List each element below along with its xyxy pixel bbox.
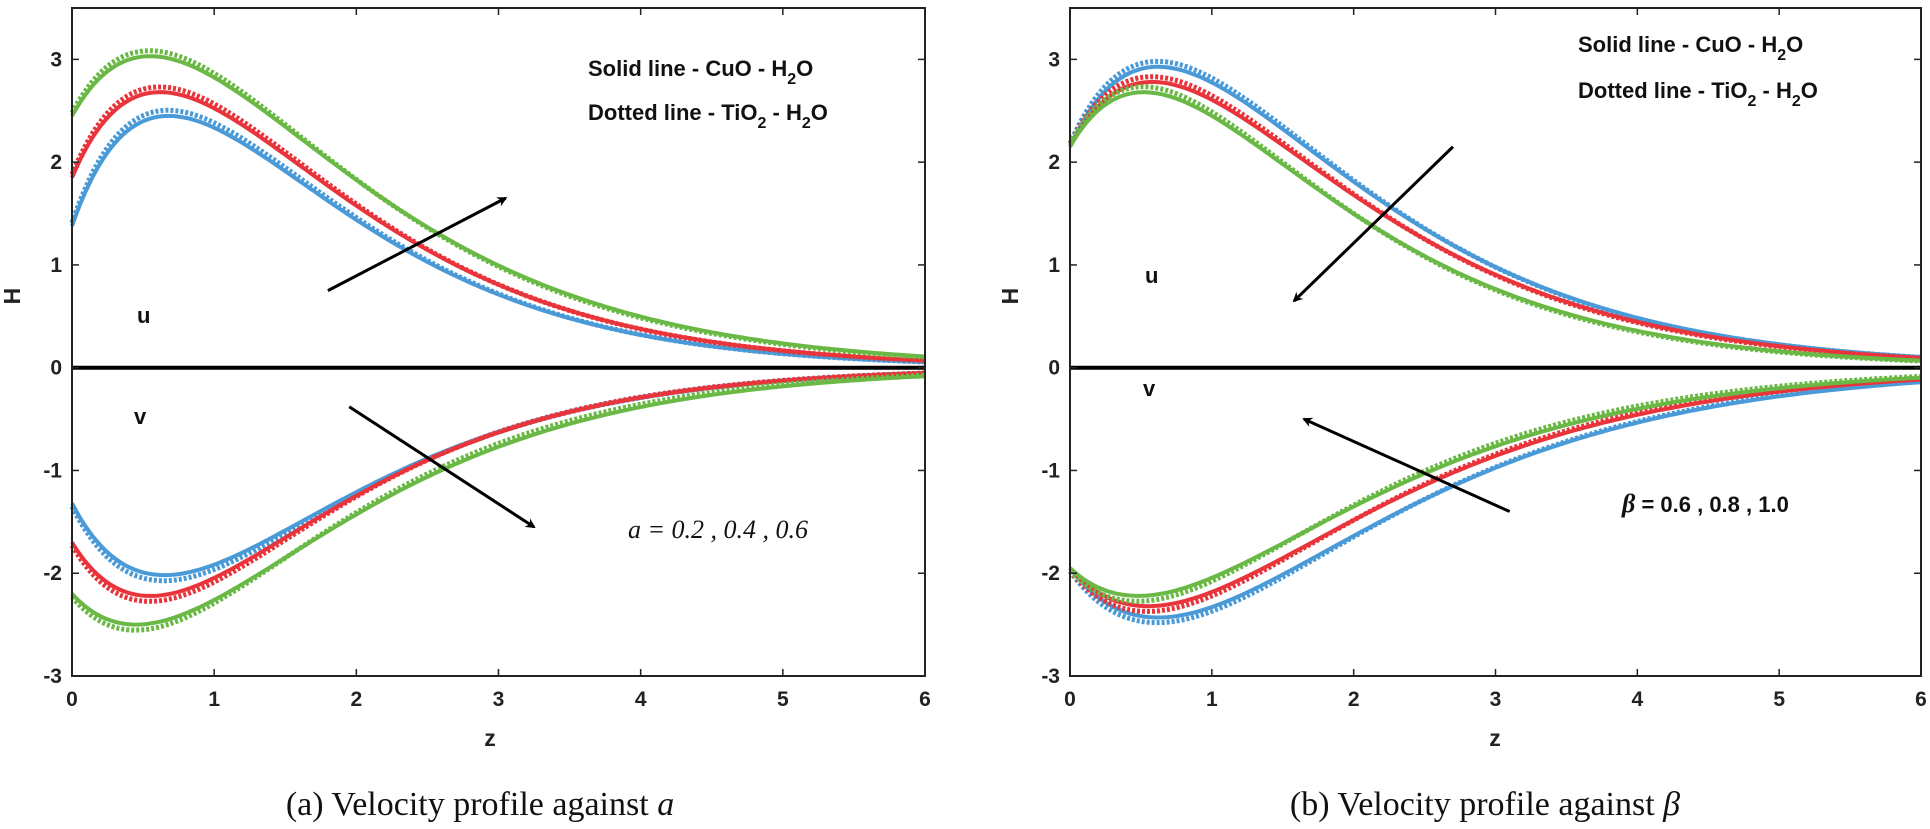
- y-tick-label: -1: [1041, 459, 1060, 482]
- series-line-dotted: [1067, 74, 1922, 361]
- series-line-dotted: [69, 370, 926, 604]
- series-line-solid: [1068, 377, 1922, 609]
- panel-a-series: [69, 48, 926, 633]
- panel-a-parameter-label: a = 0.2 , 0.4 , 0.6: [628, 515, 808, 544]
- series-line-dotted: [1067, 84, 1922, 364]
- panel-a-v-label: v: [134, 404, 147, 429]
- y-tick-label: 3: [50, 48, 62, 71]
- x-tick-label: 2: [350, 688, 362, 711]
- series-line-solid: [70, 113, 926, 364]
- x-tick-label: 5: [1773, 688, 1785, 711]
- series-line-dotted: [1068, 373, 1922, 604]
- panel-b-xlabel: z: [1489, 725, 1501, 751]
- y-tick-label: -3: [1041, 665, 1060, 688]
- panel-b-v-label: v: [1143, 376, 1156, 401]
- panel-b-legend-dotted: Dotted line - TiO2 - H2O: [1578, 78, 1818, 110]
- panel-a-legend-dotted: Dotted line - TiO2 - H2O: [588, 100, 828, 132]
- panel-b-caption: (b) Velocity profile against β: [1290, 786, 1680, 823]
- panel-a-u-label: u: [137, 303, 150, 328]
- y-tick-label: 1: [50, 254, 62, 277]
- panel-b-u-label: u: [1145, 263, 1158, 288]
- panel-a-caption: (a) Velocity profile against a: [286, 786, 674, 823]
- panel-a-ylabel: H: [0, 288, 25, 305]
- series-line-solid: [70, 374, 926, 627]
- series-line-dotted: [1068, 376, 1922, 615]
- series-line-solid: [1068, 90, 1922, 363]
- series-line-dotted: [69, 84, 926, 363]
- series-line-solid: [70, 371, 926, 598]
- x-tick-label: 3: [493, 688, 505, 711]
- y-tick-label: 0: [50, 357, 62, 380]
- x-tick-label: 4: [1631, 688, 1643, 711]
- panel-a-ticks: 0 1 2 3 4 5 6 -3 -2 -1 0 1 2 3: [43, 8, 931, 711]
- series-line-solid: [70, 90, 926, 363]
- y-tick-label: 2: [1048, 151, 1060, 174]
- x-tick-label: 1: [1206, 688, 1218, 711]
- y-tick-label: 2: [50, 151, 62, 174]
- series-line-dotted: [69, 107, 926, 365]
- x-tick-label: 0: [1064, 688, 1076, 711]
- x-tick-label: 5: [777, 688, 789, 711]
- trend-arrow: [1292, 145, 1454, 303]
- y-tick-label: -2: [1041, 562, 1060, 585]
- y-tick-label: -3: [43, 665, 62, 688]
- series-line-solid: [1068, 64, 1922, 360]
- series-line-dotted: [1068, 379, 1922, 626]
- panel-a-legend-solid: Solid line - CuO - H2O: [588, 56, 813, 88]
- x-tick-label: 2: [1348, 688, 1360, 711]
- series-line-dotted: [70, 372, 926, 633]
- panel-b-arrows: [1292, 145, 1511, 513]
- series-line-dotted: [69, 48, 926, 360]
- x-tick-label: 6: [1915, 688, 1927, 711]
- y-tick-label: 0: [1048, 357, 1060, 380]
- panel-b-parameter-label: β = 0.6 , 0.8 , 1.0: [1621, 489, 1789, 518]
- x-tick-label: 6: [919, 688, 931, 711]
- panel-b-series: [1067, 58, 1922, 626]
- panel-b-parameter-symbol: β: [1621, 489, 1636, 518]
- series-line-solid: [70, 371, 926, 578]
- x-tick-label: 4: [635, 688, 647, 711]
- y-tick-label: -1: [43, 459, 62, 482]
- panel-b-ylabel: H: [997, 288, 1023, 305]
- panel-b-parameter-values: = 0.6 , 0.8 , 1.0: [1635, 492, 1789, 517]
- series-line-dotted: [69, 370, 926, 584]
- x-tick-label: 3: [1490, 688, 1502, 711]
- y-tick-label: -2: [43, 562, 62, 585]
- panel-a-xlabel: z: [484, 725, 496, 751]
- trend-arrow: [1302, 417, 1511, 513]
- panel-a: 0 1 2 3 4 5 6 -3 -2 -1 0 1 2 3 z H Solid line - CuO -…: [0, 7, 931, 823]
- series-line-solid: [1068, 380, 1922, 620]
- trend-arrow: [327, 196, 508, 292]
- y-tick-label: 3: [1048, 48, 1060, 71]
- series-line-solid: [70, 54, 926, 359]
- panel-b-legend-solid: Solid line - CuO - H2O: [1578, 32, 1803, 64]
- panel-b: 0 1 2 3 4 5 6 -3 -2 -1 0 1 2 3 z H Solid line - CuO -…: [997, 7, 1927, 823]
- trend-arrow: [348, 405, 536, 529]
- series-line-solid: [1068, 375, 1922, 598]
- panel-b-ticks: 0 1 2 3 4 5 6 -3 -2 -1 0 1 2 3: [1041, 8, 1927, 711]
- y-tick-label: 1: [1048, 254, 1060, 277]
- x-tick-label: 1: [208, 688, 220, 711]
- panel-a-arrows: [327, 196, 536, 529]
- series-line-solid: [1068, 79, 1922, 360]
- x-tick-label: 0: [66, 688, 78, 711]
